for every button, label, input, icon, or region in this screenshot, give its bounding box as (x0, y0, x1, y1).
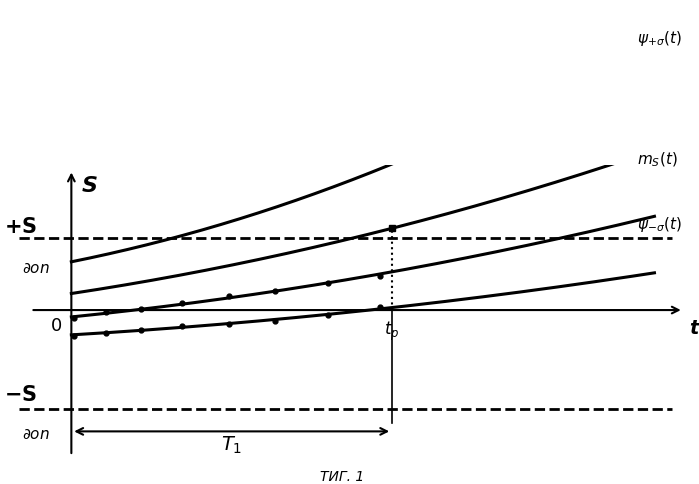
Text: 0: 0 (51, 316, 63, 334)
Text: $T_1$: $T_1$ (221, 434, 243, 455)
Text: $\psi_{-\sigma}(t)$: $\psi_{-\sigma}(t)$ (637, 214, 682, 233)
Text: S: S (82, 176, 98, 196)
Text: ΤИГ. 1: ΤИГ. 1 (320, 469, 365, 483)
Text: $\psi_{+\sigma}(t)$: $\psi_{+\sigma}(t)$ (637, 29, 682, 48)
Text: $\mathbf{-S}$: $\mathbf{-S}$ (4, 384, 37, 404)
Text: $\mathbf{+S}$: $\mathbf{+S}$ (4, 216, 37, 236)
Text: $\partial on$: $\partial on$ (22, 261, 50, 276)
Text: $\partial on$: $\partial on$ (22, 426, 50, 441)
Text: $t_p$: $t_p$ (384, 318, 400, 342)
Text: t: t (689, 318, 699, 338)
Text: $m_S(t)$: $m_S(t)$ (637, 150, 677, 168)
